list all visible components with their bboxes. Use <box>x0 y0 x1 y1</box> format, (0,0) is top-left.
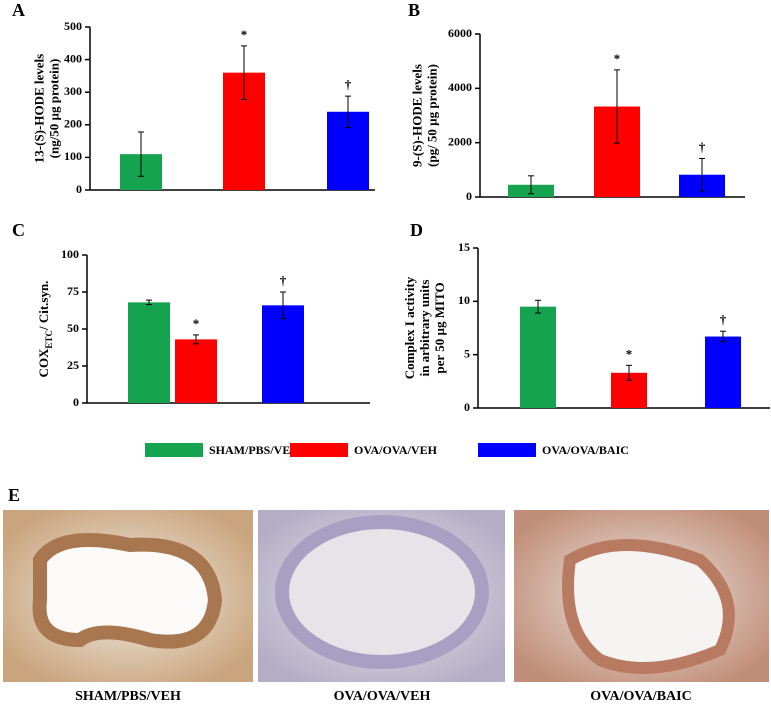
legend-swatch <box>145 443 203 457</box>
y-label-part: ETC <box>44 330 54 349</box>
legend-label: OVA/OVA/VEH <box>354 443 438 457</box>
panel-label: A <box>12 0 25 20</box>
y-axis-label: Complex I activity <box>402 276 417 379</box>
y-label-part: COX <box>36 348 51 378</box>
bar <box>705 336 741 408</box>
bar <box>520 306 556 408</box>
significance-mark: † <box>699 139 706 154</box>
y-tick-label: 0 <box>76 182 82 196</box>
image-caption: OVA/OVA/VEH <box>334 689 431 704</box>
y-tick-label: 300 <box>64 84 82 98</box>
y-tick-label: 0 <box>466 189 472 203</box>
y-tick-label: 25 <box>67 358 79 372</box>
y-tick-label: 400 <box>64 51 82 65</box>
y-axis-label: COXETC/ Cit.syn. <box>36 281 54 378</box>
significance-mark: * <box>193 316 200 331</box>
image-caption: SHAM/PBS/VEH <box>75 689 181 704</box>
y-tick-label: 200 <box>64 117 82 131</box>
y-tick-label: 75 <box>67 284 79 298</box>
significance-mark: * <box>614 51 621 66</box>
legend-label: OVA/OVA/BAIC <box>542 443 629 457</box>
significance-mark: * <box>241 27 248 42</box>
y-axis-label: per 50 µg MITO <box>432 282 447 373</box>
y-axis-label: (pg/ 50 µg protein) <box>424 64 439 167</box>
panel-label: B <box>408 0 420 20</box>
significance-mark: † <box>720 312 727 327</box>
panel-label: D <box>410 220 423 240</box>
airway-lumen <box>32 533 223 649</box>
y-tick-label: 0 <box>464 400 470 414</box>
airway-lumen <box>562 539 735 674</box>
bar <box>175 339 217 403</box>
bar <box>128 302 170 403</box>
y-axis-label: 9-(S)-HODE levels <box>409 64 424 167</box>
y-tick-label: 5 <box>464 346 470 360</box>
panel-label: E <box>8 485 20 505</box>
y-tick-label: 100 <box>61 247 79 261</box>
y-axis-label: (ng/50 µg protein) <box>46 59 61 159</box>
legend-swatch <box>478 443 536 457</box>
legend-label: SHAM/PBS/VEH <box>209 443 300 457</box>
y-tick-label: 4000 <box>448 80 472 94</box>
airway-lumen <box>275 515 489 669</box>
significance-mark: † <box>280 273 287 288</box>
y-tick-label: 2000 <box>448 134 472 148</box>
y-tick-label: 6000 <box>448 26 472 40</box>
significance-mark: † <box>345 77 352 92</box>
legend-swatch <box>290 443 348 457</box>
significance-mark: * <box>626 346 633 361</box>
y-tick-label: 500 <box>64 19 82 33</box>
y-tick-label: 10 <box>458 293 470 307</box>
y-tick-label: 0 <box>73 395 79 409</box>
panel-label: C <box>12 220 25 240</box>
y-tick-label: 50 <box>67 321 79 335</box>
y-tick-label: 100 <box>64 149 82 163</box>
y-axis-label: 13-(S)-HODE levels <box>31 54 46 163</box>
bar <box>262 305 304 403</box>
histology-images <box>3 510 769 682</box>
y-tick-label: 15 <box>458 240 470 254</box>
y-axis-label: in arbitrary units <box>417 280 432 377</box>
image-caption: OVA/OVA/BAIC <box>590 689 691 704</box>
y-label-part: / Cit.syn. <box>36 281 51 331</box>
